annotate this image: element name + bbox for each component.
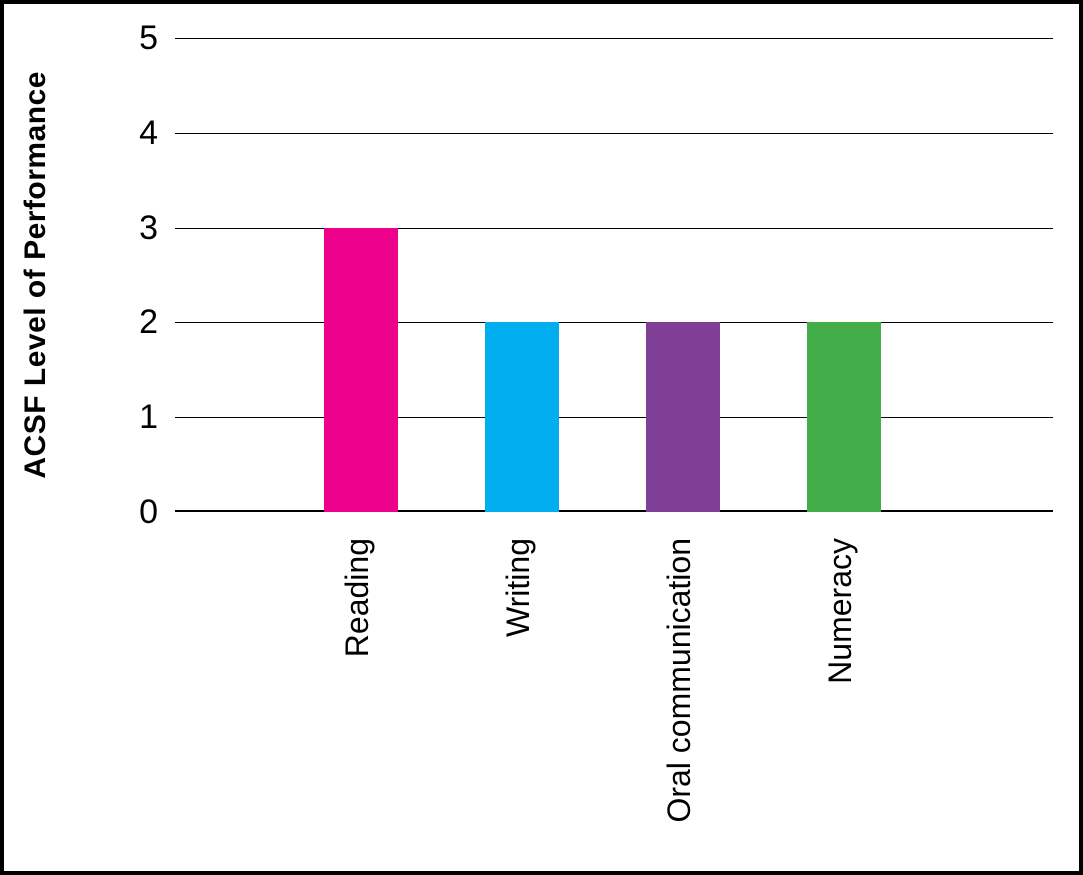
gridline-y-4 — [175, 132, 1053, 134]
bar-numeracy — [807, 322, 881, 512]
gridline-y-0 — [175, 510, 1053, 512]
bar-writing — [485, 322, 559, 512]
gridline-y-3 — [175, 227, 1053, 229]
y-tick-label-2: 2 — [139, 303, 158, 342]
y-tick-label-1: 1 — [139, 398, 158, 437]
x-category-label-text: Oral communication — [661, 538, 697, 823]
x-category-label-text: Writing — [500, 538, 536, 637]
x-category-label-oral-communication: Oral communication — [661, 538, 705, 828]
y-axis-title-container: ACSF Level of Performance — [12, 38, 60, 512]
gridline-y-5 — [175, 38, 1053, 39]
x-category-label-text: Reading — [339, 538, 375, 658]
y-tick-label-3: 3 — [139, 208, 158, 247]
x-category-label-text: Numeracy — [822, 538, 858, 684]
y-tick-label-5: 5 — [139, 19, 158, 57]
x-category-label-writing: Writing — [500, 538, 544, 642]
y-tick-label-0: 0 — [139, 493, 158, 531]
gridline-y-2 — [175, 322, 1053, 324]
y-axis-title: ACSF Level of Performance — [19, 71, 52, 479]
x-category-label-reading: Reading — [339, 538, 383, 662]
bar-oral-communication — [646, 322, 720, 512]
x-category-label-numeracy: Numeracy — [822, 538, 866, 689]
y-tick-label-4: 4 — [139, 113, 158, 152]
gridline-y-1 — [175, 417, 1053, 419]
bar-reading — [324, 227, 398, 512]
plot-area — [175, 38, 1053, 512]
